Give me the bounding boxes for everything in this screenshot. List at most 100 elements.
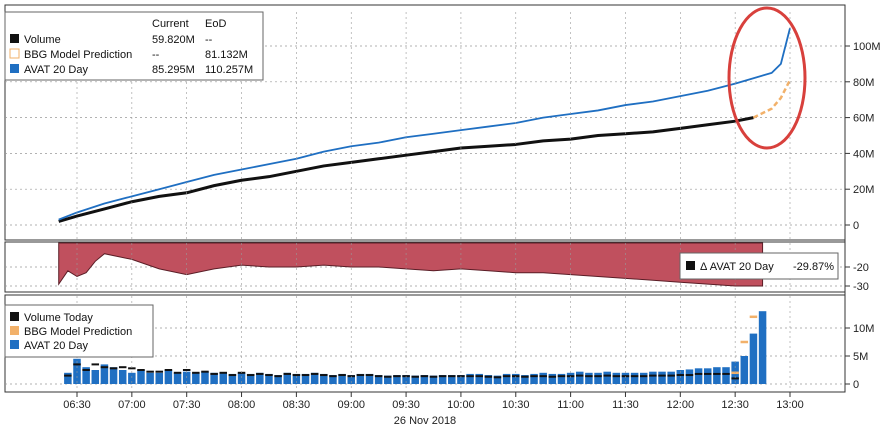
legend-label-avat: AVAT 20 Day [24, 64, 88, 76]
avat-bar [740, 356, 749, 384]
bottom-legend: Volume Today BBG Model Prediction AVAT 2… [4, 304, 154, 358]
legend-label-delta: Δ AVAT 20 Day [700, 261, 774, 273]
legend-header-eod: EoD [205, 18, 226, 30]
legend-current-volume: 59.820M [152, 34, 195, 46]
avat-bar [192, 372, 200, 384]
x-axis-date-label: 26 Nov 2018 [394, 415, 456, 427]
avat-bar [100, 364, 109, 384]
legend-current-prediction: -- [152, 49, 160, 61]
avat-bar [109, 367, 118, 384]
x-tick-label-09:30: 09:30 [392, 399, 420, 411]
avat-bar [219, 372, 228, 384]
avat-bar [91, 370, 100, 384]
avat-bar [146, 372, 154, 384]
legend-header-current: Current [152, 18, 189, 30]
avat-bar [338, 373, 346, 384]
avat-bar [393, 375, 401, 384]
top-tick-label-60M: 60M [853, 113, 874, 125]
top-panel-y-ticks: 0 20M 40M 60M 80M 100M [845, 41, 881, 232]
legend-swatch-volume [10, 34, 19, 43]
avat-bar [310, 372, 319, 384]
avat-bar [512, 373, 520, 384]
top-tick-label-0: 0 [853, 220, 859, 232]
top-tick-label-80M: 80M [853, 77, 874, 89]
bottom-panel-bars [64, 311, 767, 384]
middle-panel-y-ticks: -20 -30 [845, 262, 869, 293]
avat-bar [612, 372, 621, 384]
avat-bar [265, 373, 273, 384]
avat-bar [64, 372, 72, 384]
avat-bar [82, 367, 90, 384]
series-line-bbg-model-prediction [752, 79, 792, 119]
avat-bar [557, 373, 566, 384]
series-line-volume [58, 116, 754, 223]
avat-bar [585, 372, 593, 384]
x-tick-label-13:00: 13:00 [776, 399, 804, 411]
avat-bar [118, 370, 127, 384]
avat-bar [530, 373, 538, 384]
legend-current-avat: 85.295M [152, 64, 195, 76]
legend-label-prediction: BBG Model Prediction [24, 49, 132, 61]
avat-bar [502, 373, 511, 384]
mid-tick-label--20: -20 [853, 262, 869, 274]
avat-bar [164, 370, 173, 384]
top-tick-label-20M: 20M [853, 184, 874, 196]
avat-bar [475, 373, 483, 384]
series-line-avat-20-day [58, 27, 791, 221]
x-tick-label-12:00: 12:00 [667, 399, 695, 411]
legend-label-volume: Volume [24, 34, 61, 46]
avat-bar [539, 372, 547, 384]
avat-bar [667, 371, 675, 384]
legend-eod-avat: 110.257M [205, 64, 253, 76]
avat-bar [521, 375, 529, 384]
avat-bar [155, 372, 164, 384]
avat-bar [493, 375, 502, 384]
avat-bar [420, 375, 429, 384]
avat-bar [237, 372, 246, 384]
x-tick-label-06:30: 06:30 [63, 399, 91, 411]
avat-bar [621, 372, 630, 384]
avat-bar [274, 375, 282, 384]
avat-bar [374, 375, 383, 384]
x-tick-label-11:30: 11:30 [612, 399, 639, 411]
avat-bar [603, 371, 611, 384]
legend-swatch-avat [10, 64, 19, 73]
mid-tick-label--30: -30 [853, 281, 869, 293]
avat-bar [594, 372, 602, 384]
legend-swatch-volume-today [10, 312, 19, 321]
avat-bar [566, 372, 575, 384]
avat-bar [713, 367, 721, 384]
legend-label-avat-bars: AVAT 20 Day [24, 340, 88, 352]
x-tick-label-10:00: 10:00 [447, 399, 475, 411]
top-tick-label-100M: 100M [853, 41, 881, 53]
x-tick-label-09:00: 09:00 [337, 399, 365, 411]
avat-bar [384, 375, 392, 384]
avat-bar [256, 372, 264, 384]
legend-swatch-bbg-bars [10, 326, 19, 335]
avat-bar [649, 371, 657, 384]
legend-swatch-prediction [9, 48, 20, 59]
avat-bar [429, 375, 438, 384]
x-axis-ticks: 06:30 07:00 07:30 08:00 08:30 09:00 09:30 10:00… [63, 12, 804, 411]
avat-bar [484, 375, 493, 384]
avat-bar [438, 375, 447, 384]
avat-bar [301, 373, 310, 384]
avat-bar [173, 372, 182, 384]
x-tick-label-07:00: 07:00 [118, 399, 146, 411]
avat-bar [320, 373, 328, 384]
avat-bar [658, 371, 666, 384]
avat-bar [283, 372, 291, 384]
legend-value-delta: -29.87% [793, 261, 834, 273]
top-tick-label-40M: 40M [853, 148, 874, 160]
top-legend: Current EoD Volume 59.820M -- BBG Model … [4, 11, 264, 81]
avat-bar [137, 370, 145, 384]
legend-label-volume-today: Volume Today [24, 312, 93, 324]
avat-bar [758, 311, 767, 384]
avat-bar [722, 367, 730, 384]
x-tick-label-08:30: 08:30 [283, 399, 311, 411]
legend-label-bbg-bars: BBG Model Prediction [24, 326, 132, 338]
bot-tick-label-5M: 5M [853, 351, 868, 363]
x-tick-label-11:00: 11:00 [557, 399, 584, 411]
avat-bar [201, 371, 209, 384]
